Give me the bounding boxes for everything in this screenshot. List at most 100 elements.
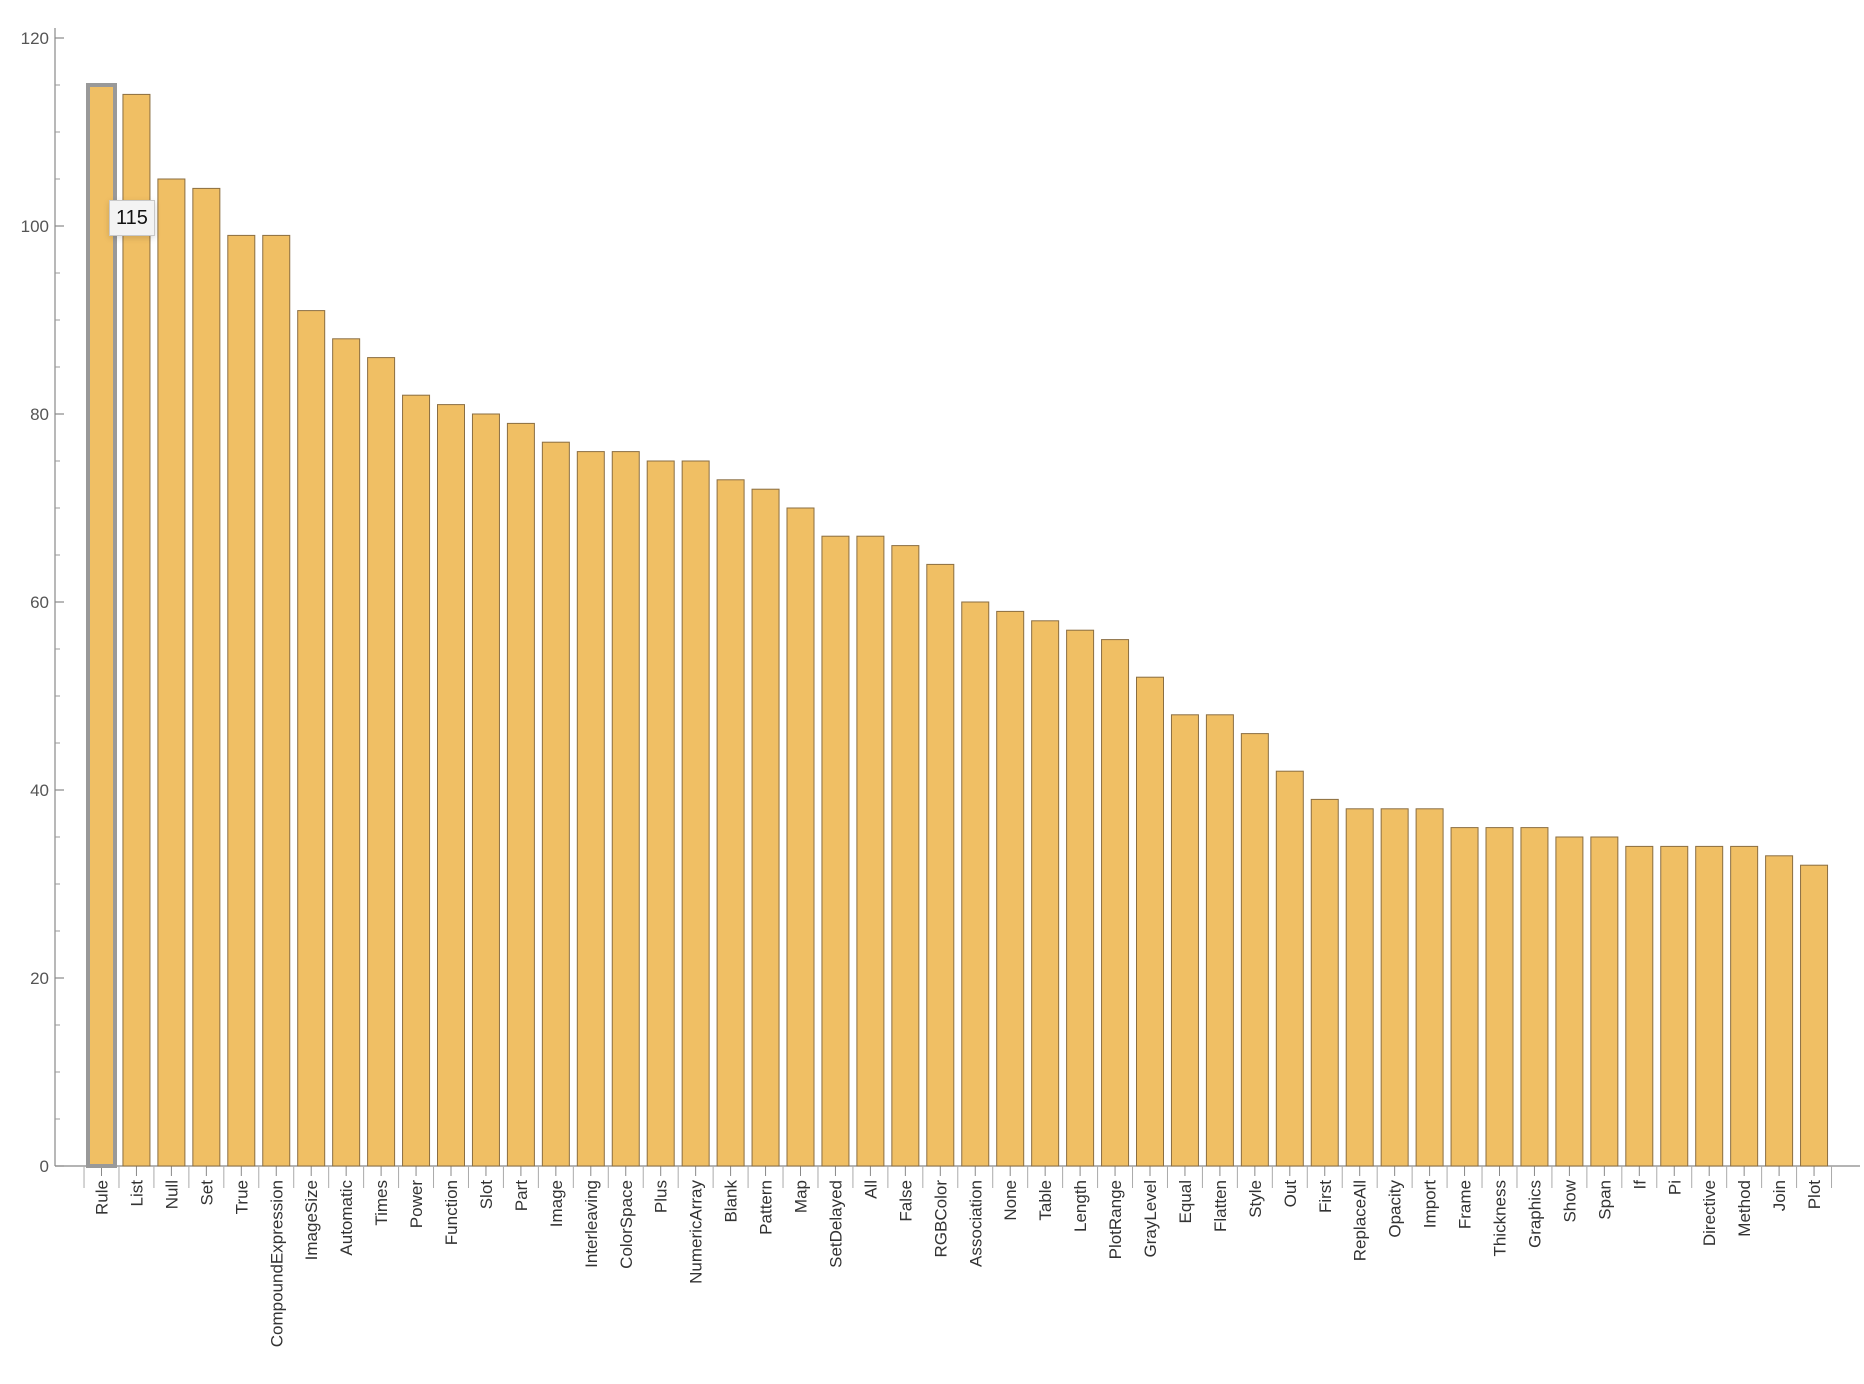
bar-first[interactable]	[1310, 798, 1339, 1167]
x-tick-label: Length	[1071, 1180, 1090, 1232]
x-tick-label: First	[1316, 1180, 1335, 1213]
bar-thickness[interactable]	[1485, 827, 1514, 1167]
x-tick-label: GrayLevel	[1141, 1180, 1160, 1257]
bar-plotrange[interactable]	[1101, 639, 1130, 1167]
x-tick-label: Method	[1735, 1180, 1754, 1237]
bar-directive[interactable]	[1695, 845, 1724, 1167]
x-tick-label: RGBColor	[931, 1180, 950, 1258]
bar-part[interactable]	[506, 422, 535, 1167]
bar-power[interactable]	[402, 394, 431, 1167]
x-tick-label: NumericArray	[687, 1180, 706, 1284]
bar-pi[interactable]	[1660, 845, 1689, 1167]
bar-show[interactable]	[1555, 836, 1584, 1167]
bar-equal[interactable]	[1170, 714, 1199, 1167]
x-tick-label: Times	[372, 1180, 391, 1226]
x-tick-label: Import	[1421, 1180, 1440, 1228]
bar-null[interactable]	[157, 178, 186, 1167]
x-tick-label: Map	[792, 1180, 811, 1213]
bar-if[interactable]	[1625, 845, 1654, 1167]
bar-times[interactable]	[367, 357, 396, 1167]
bar-numericarray[interactable]	[681, 460, 710, 1167]
bar-function[interactable]	[437, 404, 465, 1167]
bar-imagesize[interactable]	[297, 310, 326, 1167]
bar-automatic[interactable]	[332, 338, 361, 1167]
x-tick-label: Join	[1770, 1180, 1789, 1211]
x-tick-label: Out	[1281, 1180, 1300, 1208]
bar-out[interactable]	[1275, 770, 1304, 1167]
x-tick-label: All	[861, 1180, 880, 1199]
bar-all[interactable]	[856, 535, 885, 1167]
bar-map[interactable]	[786, 507, 815, 1167]
y-tick-labels: 0 20 40 60 80 100 120	[21, 29, 49, 1176]
bar-list[interactable]	[122, 93, 151, 1167]
x-tick-label: Null	[162, 1180, 181, 1209]
bar-blank[interactable]	[716, 479, 745, 1167]
x-tick-label: ImageSize	[302, 1180, 321, 1260]
bar-rgbcolor[interactable]	[926, 563, 955, 1167]
y-tick-label: 20	[30, 969, 49, 988]
y-tick-label: 100	[21, 217, 49, 236]
x-tick-label: Equal	[1176, 1180, 1195, 1223]
bar-opacity[interactable]	[1380, 808, 1409, 1167]
x-tick-label: Association	[966, 1180, 985, 1267]
bar-style[interactable]	[1240, 733, 1269, 1167]
bar-interleaving[interactable]	[576, 451, 605, 1167]
x-tick-label: Power	[407, 1180, 426, 1229]
bar-flatten[interactable]	[1205, 714, 1234, 1167]
x-tick-label: List	[127, 1180, 146, 1207]
bar-set[interactable]	[192, 187, 221, 1167]
bar-true[interactable]	[227, 234, 256, 1167]
x-tick-label: If	[1630, 1180, 1649, 1190]
value-tooltip: 115	[109, 200, 155, 236]
bar-slot[interactable]	[471, 413, 500, 1167]
axes	[54, 28, 1860, 1188]
y-tick-label: 0	[40, 1157, 49, 1176]
x-tick-label: Plus	[652, 1180, 671, 1213]
x-tick-label: Opacity	[1386, 1180, 1405, 1238]
x-tick-label: False	[896, 1180, 915, 1222]
x-tick-label: None	[1001, 1180, 1020, 1221]
x-tick-label: True	[232, 1180, 251, 1214]
x-tick-labels: Rule List Null Set True CompoundExpression Ima…	[93, 1179, 1825, 1347]
x-tick-label: Blank	[722, 1180, 741, 1223]
x-tick-label: Rule	[93, 1180, 112, 1215]
bar-frame[interactable]	[1450, 827, 1479, 1167]
bar-rule[interactable]	[86, 83, 117, 1168]
x-tick-label: Slot	[477, 1180, 496, 1210]
bar-graylevel[interactable]	[1136, 676, 1164, 1167]
bar-join[interactable]	[1765, 855, 1794, 1167]
y-tick-label: 60	[30, 593, 49, 612]
x-tick-label: PlotRange	[1106, 1180, 1125, 1259]
x-tick-label: Frame	[1456, 1180, 1475, 1229]
bar-colorspace[interactable]	[611, 451, 640, 1167]
y-tick-label: 40	[30, 781, 49, 800]
bar-false[interactable]	[891, 545, 920, 1167]
bar-method[interactable]	[1730, 845, 1759, 1167]
x-tick-label: Graphics	[1525, 1180, 1544, 1248]
bar-import[interactable]	[1415, 808, 1444, 1167]
bars-group	[86, 83, 1829, 1168]
bar-graphics[interactable]	[1520, 827, 1549, 1167]
x-tick-label: ColorSpace	[617, 1180, 636, 1269]
bar-plus[interactable]	[646, 460, 675, 1167]
x-tick-label: Plot	[1805, 1180, 1824, 1210]
bar-compoundexpression[interactable]	[262, 234, 291, 1167]
bar-image[interactable]	[541, 441, 570, 1167]
bar-span[interactable]	[1590, 836, 1619, 1167]
bar-plot[interactable]	[1800, 864, 1829, 1167]
x-tick-label: Span	[1595, 1180, 1614, 1220]
bar-length[interactable]	[1066, 629, 1095, 1167]
bar-setdelayed[interactable]	[821, 535, 850, 1167]
x-tick-label: Automatic	[337, 1180, 356, 1256]
x-tick-label: CompoundExpression	[267, 1180, 286, 1347]
bar-replaceall[interactable]	[1345, 808, 1374, 1167]
bar-table[interactable]	[1031, 620, 1060, 1167]
x-tick-label: Style	[1246, 1180, 1265, 1218]
x-tick-label: Pattern	[757, 1180, 776, 1235]
bar-none[interactable]	[996, 610, 1025, 1167]
bar-association[interactable]	[961, 601, 990, 1167]
x-tick-label: Function	[442, 1180, 461, 1245]
x-tick-label: Interleaving	[582, 1180, 601, 1268]
bar-pattern[interactable]	[751, 488, 780, 1167]
